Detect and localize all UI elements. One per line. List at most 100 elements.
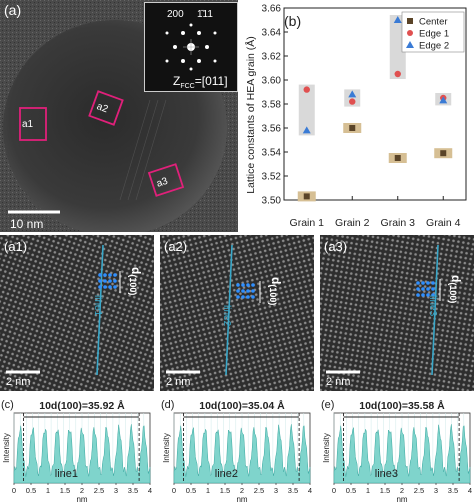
region-label-a1: a1 [22,119,34,130]
legend-label: Edge 1 [419,29,449,40]
point-center [349,125,356,131]
profile-x-tick-label: 2.5 [94,486,104,495]
y-tick-label: 3.54 [262,148,282,159]
atom-marker [251,283,255,287]
atom-marker [416,287,420,291]
atom-marker [108,273,112,277]
atom-marker [246,283,250,287]
period-measurement: 10d(100)=35.58 Å [359,399,445,412]
line-label: line3 [427,295,438,317]
lattice-chart-svg: (b) Lattice constants of HEA grain (Å) 3… [244,4,467,229]
panel-a-tem-image: a1 a2 a3 10 nm (a) [0,0,238,232]
profile-x-tick-label: 1 [46,486,50,495]
svg-text:ZFCC=[011]: ZFCC=[011] [173,74,228,90]
profile-x-tick-label: 3.5 [448,486,458,495]
y-tick-label: 3.52 [262,172,282,183]
region-label-a2: a2 [95,101,110,115]
atom-marker [246,295,250,299]
atom-marker [236,289,240,293]
profile-panel-label: (c) [1,399,14,411]
region-box-a3: a3 [147,163,185,197]
atom-marker [241,289,245,293]
legend-marker [407,30,413,36]
scale-bar-label: 2 nm [326,376,350,388]
hrtem-panel: d(100) line3 (a3) 2 nm [320,235,474,391]
profile-x-tick-label: 2.5 [414,486,424,495]
profile-x-tick-label: 1.5 [60,486,70,495]
profile-x-tick-label: 0 [172,486,176,495]
profile-x-tick-label: 1.5 [380,486,390,495]
y-tick-label: 3.60 [262,76,282,87]
edge-range-box [344,89,361,107]
legend-label: Edge 2 [419,41,449,52]
point-center [303,193,310,200]
profile-x-tick-label: 0 [12,486,16,495]
atom-marker [103,285,107,289]
intensity-profile [13,424,151,484]
profile-x-tick-label: 3 [434,486,438,495]
chart-ylabel: Lattice constants of HEA grain (Å) [244,36,257,194]
profile-ylabel: Intensity [162,433,171,463]
profile-panel: 10d(100)=35.92 Å (c) line1 Intensity 0 0.5 1 1.… [0,395,154,504]
atom-marker [421,293,425,297]
line-label: line1 [92,295,103,317]
region-label-a3: a3 [155,176,169,190]
hrtem-panel-label: (a1) [4,239,27,254]
fft-zone-prefix: Z [173,74,180,88]
atom-marker [113,285,117,289]
profile-svg: 10d(100)=35.04 Å (d) line2 Intensity 0 0.5 1 1.… [161,399,312,504]
atom-marker [98,279,102,283]
legend-label: Center [419,17,448,28]
atom-marker [426,281,430,285]
scale-bar-label: 2 nm [166,376,190,388]
profile-line-label: line2 [215,468,238,480]
fft-svg: 200 1̄11 ZFCC=[011] [165,9,228,90]
panel-label-a: (a) [4,2,21,18]
profile-line-label: line1 [55,468,78,480]
point-edge-2 [439,96,448,104]
fft-zone-value: =[011] [195,74,228,88]
y-tick-label: 3.50 [262,196,282,207]
panel-label-b: (b) [284,13,301,29]
point-edge-1 [303,86,310,93]
profile-x-tick-label: 3.5 [128,486,138,495]
atom-marker [431,287,435,291]
atom-marker [431,281,435,285]
scale-bar-label-a: 10 nm [10,217,43,231]
profile-x-tick-label: 0.5 [26,486,36,495]
profile-svg: 10d(100)=35.58 Å (e) line3 Intensity 0 0.5 1 1.… [321,399,472,504]
atom-marker [113,279,117,283]
atom-marker [236,295,240,299]
profile-ylabel: Intensity [2,433,11,463]
atom-marker [421,287,425,291]
x-tick-label: Grain 4 [426,217,461,229]
legend-marker [407,18,413,24]
line-label: line2 [221,305,232,327]
intensity-profile [173,424,311,484]
profile-x-tick-label: 3.5 [288,486,298,495]
atom-marker [98,285,102,289]
profile-x-tick-label: 3 [274,486,278,495]
hrtem-svg: d(100) line1 (a1) 2 nm [0,235,154,391]
profile-x-tick-label: 1 [206,486,210,495]
point-edge-2 [302,126,311,134]
profile-xlabel: nm [76,495,87,504]
atom-marker [426,293,430,297]
point-center [394,155,401,161]
profile-ylabel: Intensity [322,433,331,463]
d-spacing-label: d(100) [448,275,463,303]
region-box-a2: a2 [88,90,124,126]
d-spacing-label: d(100) [268,277,283,305]
profile-line [96,244,104,376]
atom-marker [241,295,245,299]
hrtem-svg: d(100) line3 (a3) 2 nm [320,235,474,391]
y-tick-label: 3.62 [262,52,282,63]
fft-spot-200: 200 [167,9,184,20]
profile-x-tick-label: 2.5 [254,486,264,495]
profile-line [431,244,439,376]
atom-marker [421,281,425,285]
hrtem-panel: d(100) line1 (a1) 2 nm [0,235,154,391]
period-measurement: 10d(100)=35.04 Å [199,399,285,412]
profile-x-tick-label: 0 [332,486,336,495]
